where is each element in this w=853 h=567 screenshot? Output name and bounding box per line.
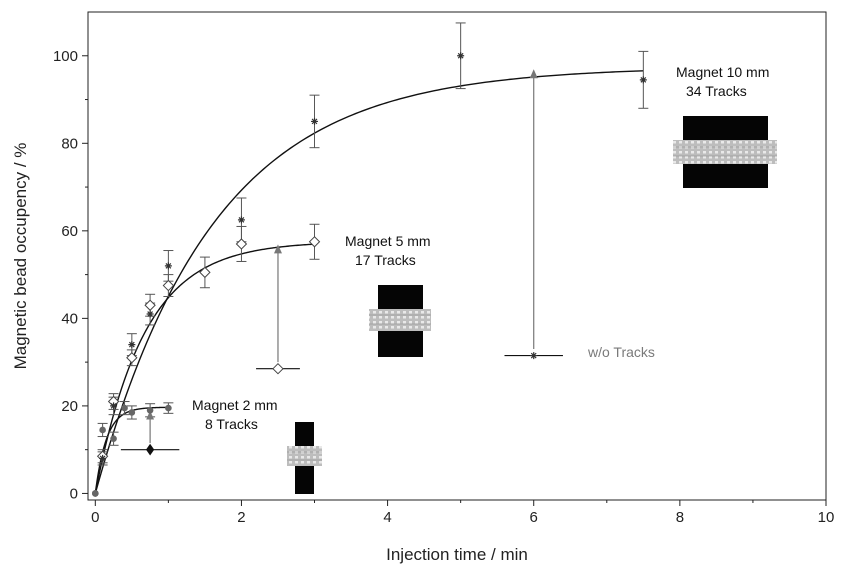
y-tick-label: 20 (61, 398, 78, 415)
data-point (165, 404, 172, 412)
annotation-magnet-10-line1: Magnet 10 mm (676, 64, 769, 80)
data-point (639, 76, 647, 84)
data-point (146, 406, 154, 414)
annotation-magnet-2-line2: 8 Tracks (205, 416, 258, 432)
x-axis-title: Injection time / min (386, 545, 528, 564)
data-point (126, 352, 138, 364)
annotation-magnet-5-line2: 17 Tracks (355, 252, 416, 268)
data-point (162, 279, 175, 292)
data-point (199, 266, 211, 279)
annotation-magnet-10-line2: 34 Tracks (686, 83, 747, 99)
y-tick-label: 100 (53, 48, 78, 65)
y-axis-title: Magnetic bead occupency / % (11, 143, 30, 370)
data-point (457, 52, 465, 60)
data-point (272, 362, 284, 375)
annotation-magnet-5-line1: Magnet 5 mm (345, 233, 431, 249)
data-point (144, 299, 156, 311)
x-tick-label: 4 (383, 509, 391, 526)
data-point (530, 352, 538, 360)
data-markers (92, 52, 647, 497)
data-point (99, 426, 106, 434)
data-point (128, 341, 136, 349)
x-tick-label: 6 (530, 509, 538, 526)
x-tick-label: 10 (818, 509, 835, 526)
data-point (99, 454, 107, 462)
arrows (146, 69, 538, 444)
fit-curve (94, 406, 169, 494)
y-tick-label: 0 (70, 485, 78, 502)
annotation-magnet-2-line1: Magnet 2 mm (192, 397, 278, 413)
x-tick-label: 8 (676, 509, 684, 526)
data-point (92, 490, 99, 497)
magnet-2-track-image (287, 422, 322, 494)
data-point (237, 216, 245, 224)
data-point (121, 404, 128, 412)
y-tick-label: 60 (61, 223, 78, 240)
data-point (110, 402, 118, 410)
annotation-without-tracks: w/o Tracks (587, 344, 655, 360)
data-point (145, 443, 155, 456)
data-point (164, 262, 172, 270)
magnet-5-track-image (369, 285, 431, 357)
data-point (128, 409, 136, 416)
data-point (146, 310, 154, 318)
fit-curve (94, 70, 644, 494)
x-tick-label: 2 (237, 509, 245, 526)
y-tick-label: 80 (61, 135, 78, 152)
magnet-10-track-image (673, 116, 777, 188)
data-point (308, 236, 321, 248)
data-point (235, 238, 248, 250)
data-point (311, 117, 319, 125)
y-tick-label: 40 (61, 310, 78, 327)
fit-curves (94, 70, 644, 494)
x-tick-label: 0 (91, 509, 99, 526)
plot-frame (87, 11, 827, 501)
data-point (110, 435, 117, 443)
